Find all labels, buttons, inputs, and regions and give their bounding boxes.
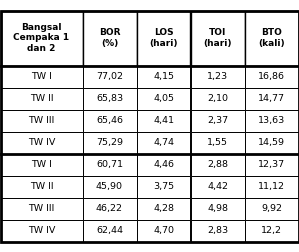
- Bar: [1, 110, 83, 132]
- Bar: [83, 198, 137, 219]
- Bar: [1, 132, 83, 153]
- Text: 4,41: 4,41: [153, 116, 174, 125]
- Text: 65,83: 65,83: [96, 94, 123, 103]
- Bar: [245, 175, 298, 198]
- Bar: [245, 66, 298, 87]
- Text: 4,05: 4,05: [153, 94, 174, 103]
- Text: TOI
(hari): TOI (hari): [203, 28, 232, 48]
- Text: TW III: TW III: [28, 204, 55, 213]
- Text: 46,22: 46,22: [96, 204, 123, 213]
- Text: 16,86: 16,86: [258, 72, 285, 81]
- Bar: [137, 219, 190, 241]
- Text: 13,63: 13,63: [258, 116, 285, 125]
- Text: 65,46: 65,46: [96, 116, 123, 125]
- Text: 4,74: 4,74: [153, 138, 174, 147]
- Text: LOS
(hari): LOS (hari): [149, 28, 178, 48]
- Bar: [245, 11, 298, 66]
- Text: 4,42: 4,42: [207, 182, 228, 191]
- Text: TW IV: TW IV: [28, 138, 55, 147]
- Text: 75,29: 75,29: [96, 138, 123, 147]
- Bar: [83, 175, 137, 198]
- Bar: [190, 110, 245, 132]
- Bar: [190, 153, 245, 175]
- Bar: [1, 219, 83, 241]
- Bar: [1, 11, 83, 66]
- Bar: [83, 11, 137, 66]
- Bar: [137, 153, 190, 175]
- Text: 2,10: 2,10: [207, 94, 228, 103]
- Bar: [245, 219, 298, 241]
- Bar: [83, 153, 137, 175]
- Bar: [137, 132, 190, 153]
- Text: 2,37: 2,37: [207, 116, 228, 125]
- Text: 60,71: 60,71: [96, 160, 123, 169]
- Bar: [190, 219, 245, 241]
- Text: 77,02: 77,02: [96, 72, 123, 81]
- Bar: [1, 87, 83, 110]
- Bar: [190, 11, 245, 66]
- Text: 1,23: 1,23: [207, 72, 228, 81]
- Bar: [83, 132, 137, 153]
- Bar: [83, 87, 137, 110]
- Bar: [83, 66, 137, 87]
- Text: TW II: TW II: [30, 94, 53, 103]
- Text: 2,88: 2,88: [207, 160, 228, 169]
- Text: 4,46: 4,46: [153, 160, 174, 169]
- Bar: [190, 87, 245, 110]
- Text: TW I: TW I: [31, 72, 52, 81]
- Bar: [1, 66, 83, 87]
- Text: 14,77: 14,77: [258, 94, 285, 103]
- Bar: [190, 132, 245, 153]
- Text: 62,44: 62,44: [96, 226, 123, 235]
- Bar: [190, 175, 245, 198]
- Text: TW I: TW I: [31, 160, 52, 169]
- Bar: [1, 198, 83, 219]
- Bar: [245, 132, 298, 153]
- Text: 11,12: 11,12: [258, 182, 285, 191]
- Text: BTO
(kali): BTO (kali): [258, 28, 285, 48]
- Bar: [190, 198, 245, 219]
- Text: 9,92: 9,92: [261, 204, 282, 213]
- Text: TW IV: TW IV: [28, 226, 55, 235]
- Text: 12,2: 12,2: [261, 226, 282, 235]
- Text: 4,98: 4,98: [207, 204, 228, 213]
- Bar: [137, 110, 190, 132]
- Text: 12,37: 12,37: [258, 160, 285, 169]
- Text: 4,15: 4,15: [153, 72, 174, 81]
- Text: 4,28: 4,28: [153, 204, 174, 213]
- Bar: [1, 153, 83, 175]
- Bar: [245, 153, 298, 175]
- Text: 3,75: 3,75: [153, 182, 174, 191]
- Text: 45,90: 45,90: [96, 182, 123, 191]
- Text: 14,59: 14,59: [258, 138, 285, 147]
- Bar: [137, 198, 190, 219]
- Bar: [190, 66, 245, 87]
- Bar: [245, 87, 298, 110]
- Text: Bangsal
Cempaka 1
dan 2: Bangsal Cempaka 1 dan 2: [13, 23, 70, 53]
- Bar: [1, 175, 83, 198]
- Bar: [137, 66, 190, 87]
- Text: 1,55: 1,55: [207, 138, 228, 147]
- Bar: [137, 175, 190, 198]
- Bar: [137, 87, 190, 110]
- Bar: [245, 110, 298, 132]
- Bar: [83, 219, 137, 241]
- Text: 2,83: 2,83: [207, 226, 228, 235]
- Bar: [83, 110, 137, 132]
- Text: TW III: TW III: [28, 116, 55, 125]
- Bar: [137, 11, 190, 66]
- Text: BOR
(%): BOR (%): [99, 28, 120, 48]
- Text: 4,70: 4,70: [153, 226, 174, 235]
- Text: TW II: TW II: [30, 182, 53, 191]
- Bar: [245, 198, 298, 219]
